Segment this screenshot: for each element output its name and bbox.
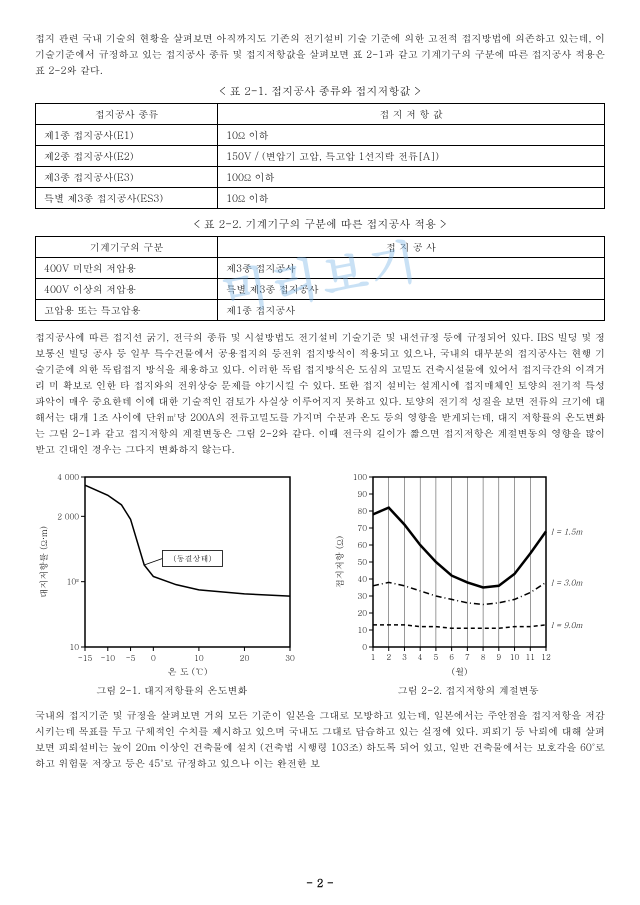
svg-text:-5: -5 <box>126 653 136 664</box>
table2-cell: 제3종 접지공사 <box>218 258 605 279</box>
svg-text:1: 1 <box>371 652 376 663</box>
table1-cell: 100Ω 이하 <box>218 167 605 188</box>
svg-text:10: 10 <box>194 653 204 664</box>
table1-cell: 제1종 접지공사(E1) <box>36 125 218 146</box>
svg-text:0: 0 <box>363 642 368 653</box>
table1-cell: 10Ω 이하 <box>218 188 605 209</box>
table1-cell: 제3종 접지공사(E3) <box>36 167 218 188</box>
svg-text:50: 50 <box>358 557 368 568</box>
table1-cell: 150V / (변압기 고압, 특고압 1선지락 전류[A]) <box>218 146 605 167</box>
table2-title: < 표 2-2. 기계기구의 구분에 따른 접지공사 적용 > <box>35 217 605 232</box>
svg-text:10: 10 <box>69 642 79 653</box>
intro-paragraph: 접지 관련 국내 기술의 현황을 살펴보면 아직까지도 기존의 전기설비 기술 … <box>35 30 605 78</box>
svg-text:80: 80 <box>358 506 368 517</box>
chart1-container: 10 10² 2 000 4 000 -15 -10 -5 0 10 20 30 온 도 (℃) 대지저… <box>35 467 309 697</box>
end-paragraph: 국내의 접지기준 및 규정을 살펴보면 거의 모든 기준이 일본을 그대로 모방… <box>35 707 605 771</box>
table2: 기계기구의 구분 접 지 공 사 400V 미만의 저압용제3종 접지공사 40… <box>35 236 605 321</box>
table1-header-1: 접 지 저 항 값 <box>218 104 605 125</box>
middle-paragraph: 접지공사에 따른 접지선 굵기, 전극의 종류 및 시설방법도 전기설비 기술기… <box>35 329 605 457</box>
svg-text:20: 20 <box>240 653 250 664</box>
svg-text:30: 30 <box>358 591 368 602</box>
svg-text:10: 10 <box>510 652 520 663</box>
table1-title: < 표 2-1. 접지공사 종류와 접지저항값 > <box>35 84 605 99</box>
svg-text:l = 3.0m: l = 3.0m <box>551 577 583 588</box>
chart1-caption: 그림 2-1. 대지저항률의 온도변화 <box>35 683 309 697</box>
svg-text:12: 12 <box>542 652 552 663</box>
table2-cell: 제1종 접지공사 <box>218 300 605 321</box>
svg-text:2 000: 2 000 <box>57 511 79 522</box>
svg-text:온 도 (℃): 온 도 (℃) <box>168 665 208 677</box>
chart2-container: 0102030405060708090100123456789101112(월)… <box>331 467 605 697</box>
svg-text:60: 60 <box>358 540 368 551</box>
table1-cell: 10Ω 이하 <box>218 125 605 146</box>
svg-text:l = 1.5m: l = 1.5m <box>551 526 583 537</box>
svg-text:7: 7 <box>465 652 470 663</box>
svg-text:40: 40 <box>358 574 368 585</box>
svg-text:-15: -15 <box>78 653 93 664</box>
svg-text:4: 4 <box>418 652 423 663</box>
table1-cell: 특별 제3종 접지공사(ES3) <box>36 188 218 209</box>
svg-text:l = 9.0m: l = 9.0m <box>551 620 583 631</box>
svg-text:(월): (월) <box>452 665 468 677</box>
svg-text:4 000: 4 000 <box>57 472 79 483</box>
svg-text:6: 6 <box>450 652 455 663</box>
svg-text:5: 5 <box>434 652 439 663</box>
svg-text:접지저항 (Ω): 접지저항 (Ω) <box>333 536 346 588</box>
svg-text:0: 0 <box>151 653 156 664</box>
svg-text:3: 3 <box>402 652 407 663</box>
svg-text:100: 100 <box>353 472 368 483</box>
chart1-svg: 10 10² 2 000 4 000 -15 -10 -5 0 10 20 30 온 도 (℃) 대지저… <box>35 467 305 677</box>
table1-header-0: 접지공사 종류 <box>36 104 218 125</box>
svg-text:20: 20 <box>358 608 368 619</box>
svg-text:2: 2 <box>387 652 392 663</box>
table2-cell: 고압용 또는 특고압용 <box>36 300 218 321</box>
chart2-caption: 그림 2-2. 접지저항의 계절변동 <box>331 683 605 697</box>
table2-cell: 특별 제3종 접지공사 <box>218 279 605 300</box>
svg-text:(동결상태): (동결상태) <box>173 553 211 564</box>
table1-cell: 제2종 접지공사(E2) <box>36 146 218 167</box>
svg-text:11: 11 <box>526 652 536 663</box>
page-number: - 2 - <box>0 876 640 891</box>
svg-text:10²: 10² <box>67 577 80 588</box>
table2-header-0: 기계기구의 구분 <box>36 237 218 258</box>
table1: 접지공사 종류 접 지 저 항 값 제1종 접지공사(E1)10Ω 이하 제2종… <box>35 103 605 209</box>
svg-text:-10: -10 <box>101 653 116 664</box>
svg-text:9: 9 <box>497 652 502 663</box>
chart2-svg: 0102030405060708090100123456789101112(월)… <box>331 467 601 677</box>
svg-text:8: 8 <box>481 652 486 663</box>
svg-text:10: 10 <box>358 625 368 636</box>
svg-text:대지저항률 (Ω·m): 대지저항률 (Ω·m) <box>37 526 50 598</box>
svg-text:90: 90 <box>358 489 368 500</box>
table2-cell: 400V 이상의 저압용 <box>36 279 218 300</box>
table2-header-1: 접 지 공 사 <box>218 237 605 258</box>
svg-text:30: 30 <box>285 653 295 664</box>
table2-cell: 400V 미만의 저압용 <box>36 258 218 279</box>
svg-text:70: 70 <box>358 523 368 534</box>
